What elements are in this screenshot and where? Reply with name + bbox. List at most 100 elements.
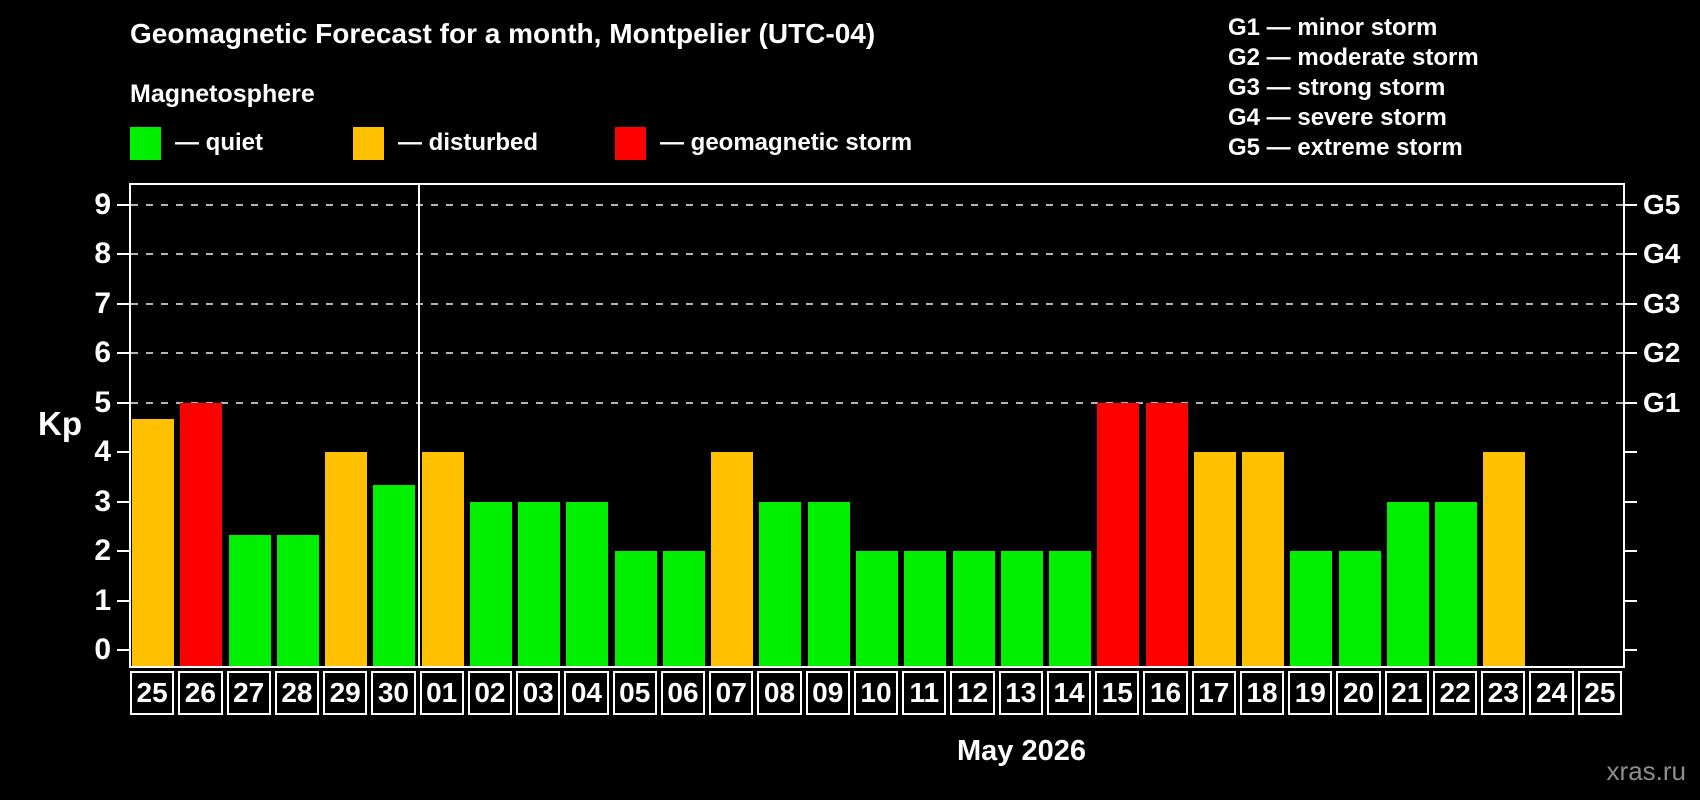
day-label-box-27: 22 bbox=[1432, 671, 1478, 715]
legend-item-quiet: — quiet bbox=[130, 126, 263, 160]
y-axis-tick-2 bbox=[117, 550, 129, 553]
right-axis-label-G2: G2 bbox=[1643, 337, 1681, 369]
chart-subtitle: Magnetosphere bbox=[130, 80, 315, 108]
status-legend: — quiet — disturbed — geomagnetic storm bbox=[130, 126, 1030, 160]
day-label-box-23: 18 bbox=[1239, 671, 1285, 715]
gridline-kp8 bbox=[131, 253, 1623, 256]
day-label-box-21: 16 bbox=[1143, 671, 1188, 715]
y-axis-tick-label-2: 2 bbox=[94, 534, 111, 568]
day-label-box-16: 11 bbox=[902, 671, 947, 715]
day-label-box-2: 27 bbox=[226, 671, 271, 715]
legend-label-storm: — geomagnetic storm bbox=[660, 129, 913, 156]
day-label-box-17: 12 bbox=[950, 671, 995, 715]
kp-bar-day-23 bbox=[1483, 452, 1526, 666]
day-label-box-3: 28 bbox=[274, 671, 320, 715]
kp-bar-day-15 bbox=[1097, 402, 1140, 666]
kp-bar-day-09 bbox=[807, 501, 850, 666]
day-label-box-20: 15 bbox=[1095, 671, 1140, 715]
kp-bar-day-13 bbox=[1000, 551, 1043, 666]
kp-bar-day-16 bbox=[1145, 402, 1188, 666]
kp-bar-day-05 bbox=[614, 551, 657, 666]
kp-bar-day-28 bbox=[276, 534, 319, 666]
kp-bar-day-07 bbox=[711, 452, 754, 666]
kp-bar-day-29 bbox=[325, 452, 368, 666]
y-axis-tick-label-6: 6 bbox=[94, 336, 111, 370]
right-axis-tick-5 bbox=[1625, 401, 1637, 404]
gridline-kp5 bbox=[131, 401, 1623, 404]
y-axis-tick-5 bbox=[117, 401, 129, 404]
kp-bar-day-26 bbox=[180, 402, 223, 666]
kp-bar-day-19 bbox=[1290, 551, 1333, 666]
day-label-box-1: 26 bbox=[178, 671, 223, 715]
day-label-box-28: 23 bbox=[1481, 671, 1526, 715]
storm-swatch-icon bbox=[615, 126, 646, 160]
legend-item-disturbed: — disturbed bbox=[353, 126, 538, 160]
day-label-box-19: 14 bbox=[1046, 671, 1092, 715]
day-label-box-29: 24 bbox=[1529, 671, 1574, 715]
right-axis-tick-1 bbox=[1625, 599, 1637, 602]
day-label-box-7: 02 bbox=[467, 671, 513, 715]
gridline-kp7 bbox=[131, 302, 1623, 305]
day-label-box-25: 20 bbox=[1336, 671, 1381, 715]
kp-bar-day-18 bbox=[1242, 452, 1285, 666]
right-axis-tick-3 bbox=[1625, 500, 1637, 503]
gridline-kp6 bbox=[131, 352, 1623, 355]
y-axis-tick-label-9: 9 bbox=[94, 187, 111, 221]
kp-bar-day-27 bbox=[228, 534, 271, 666]
gridline-kp9 bbox=[131, 203, 1623, 206]
g4-legend-line: G4 — severe storm bbox=[1228, 104, 1447, 131]
legend-label-quiet: — quiet bbox=[175, 129, 263, 156]
y-axis-tick-6 bbox=[117, 352, 129, 355]
day-label-box-5: 30 bbox=[371, 671, 416, 715]
y-axis-tick-0 bbox=[117, 649, 129, 652]
kp-bar-day-01 bbox=[421, 452, 464, 666]
right-axis-tick-8 bbox=[1625, 253, 1637, 256]
kp-bar-day-04 bbox=[566, 501, 609, 666]
legend-label-disturbed: — disturbed bbox=[398, 129, 539, 156]
kp-bar-day-25 bbox=[132, 419, 175, 666]
day-label-box-22: 17 bbox=[1191, 671, 1236, 715]
day-label-box-4: 29 bbox=[323, 671, 368, 715]
kp-bar-day-11 bbox=[904, 551, 947, 666]
day-label-box-26: 21 bbox=[1384, 671, 1429, 715]
quiet-swatch-icon bbox=[130, 126, 161, 160]
kp-bar-day-14 bbox=[1049, 551, 1092, 666]
day-label-box-10: 05 bbox=[612, 671, 657, 715]
g1-legend-line: G1 — minor storm bbox=[1228, 14, 1438, 41]
y-axis-tick-label-0: 0 bbox=[94, 633, 111, 667]
kp-bar-day-08 bbox=[759, 501, 802, 666]
kp-bar-day-30 bbox=[373, 485, 416, 666]
right-axis-tick-0 bbox=[1625, 649, 1637, 652]
y-axis-tick-label-5: 5 bbox=[94, 385, 111, 419]
kp-bar-day-03 bbox=[518, 501, 561, 666]
y-axis-tick-9 bbox=[117, 203, 129, 206]
x-axis-month-label: May 2026 bbox=[957, 735, 1086, 767]
right-axis-tick-2 bbox=[1625, 550, 1637, 553]
day-label-box-11: 06 bbox=[660, 671, 706, 715]
right-axis-tick-9 bbox=[1625, 203, 1637, 206]
y-axis-tick-label-1: 1 bbox=[94, 583, 111, 617]
day-label-box-14: 09 bbox=[805, 671, 850, 715]
day-label-box-8: 03 bbox=[516, 671, 561, 715]
y-axis-tick-1 bbox=[117, 599, 129, 602]
right-axis-label-G1: G1 bbox=[1643, 386, 1681, 418]
kp-bar-day-02 bbox=[469, 501, 512, 666]
kp-bar-day-17 bbox=[1193, 452, 1236, 666]
kp-bar-day-20 bbox=[1338, 551, 1381, 666]
right-axis-label-G5: G5 bbox=[1643, 188, 1681, 220]
day-label-box-9: 04 bbox=[564, 671, 609, 715]
g2-legend-line: G2 — moderate storm bbox=[1228, 44, 1479, 71]
y-axis-tick-8 bbox=[117, 253, 129, 256]
legend-item-storm: — geomagnetic storm bbox=[615, 126, 912, 160]
g5-legend-line: G5 — extreme storm bbox=[1228, 134, 1463, 161]
day-label-box-18: 13 bbox=[998, 671, 1043, 715]
y-axis-tick-label-4: 4 bbox=[94, 435, 111, 469]
y-axis-tick-3 bbox=[117, 500, 129, 503]
right-axis-tick-4 bbox=[1625, 451, 1637, 454]
day-label-box-15: 10 bbox=[853, 671, 899, 715]
kp-bar-day-06 bbox=[662, 551, 705, 666]
y-axis-tick-label-7: 7 bbox=[94, 286, 111, 320]
day-label-box-6: 01 bbox=[419, 671, 464, 715]
day-label-box-12: 07 bbox=[709, 671, 754, 715]
